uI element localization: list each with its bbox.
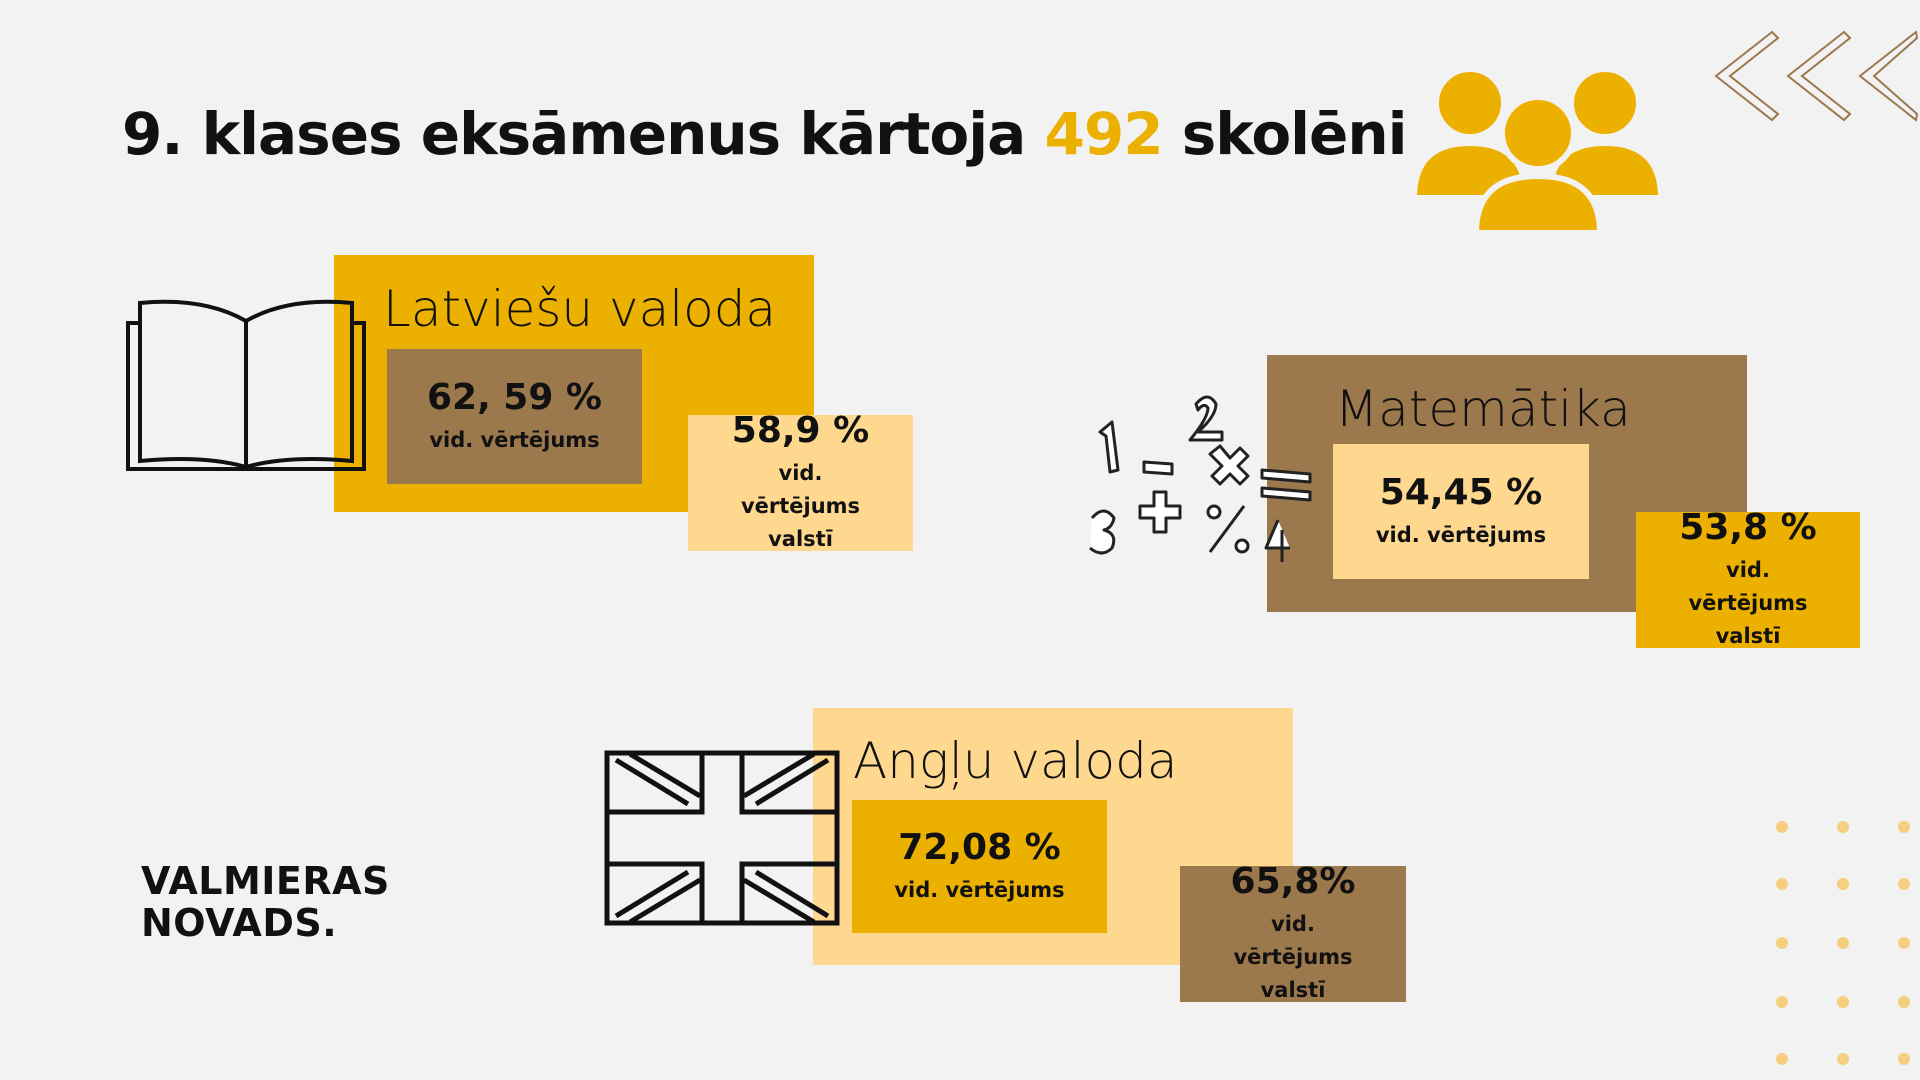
score-label: vid. vērtējums	[429, 427, 600, 452]
flag-icon	[604, 750, 840, 926]
dot	[1776, 937, 1788, 949]
book-icon	[126, 299, 366, 471]
national-score: 58,9 %	[731, 410, 870, 451]
dot	[1898, 937, 1910, 949]
dot	[1837, 878, 1849, 890]
dot	[1837, 1053, 1849, 1065]
subject-name: Matemātika	[1335, 380, 1631, 438]
national-card: 58,9 % vid. vērtējums valstī	[688, 410, 913, 551]
logo-line: VALMIERAS	[141, 859, 390, 903]
dot	[1898, 878, 1910, 890]
national-score: 53,8 %	[1679, 507, 1817, 548]
score: 54,45 %	[1379, 471, 1543, 513]
score-card: 72,08 % vid. vērtējums	[852, 800, 1107, 933]
title-text: skolēni	[1181, 100, 1408, 168]
national-label: vid. vērtējums valstī	[1688, 558, 1808, 648]
national-label: vid. vērtējums valstī	[1233, 912, 1353, 1002]
subject-name: Angļu valoda	[853, 732, 1178, 790]
dot	[1776, 1053, 1788, 1065]
dot	[1837, 821, 1849, 833]
dot	[1776, 996, 1788, 1008]
logo: VALMIERAS NOVADS.	[141, 860, 390, 944]
chevrons	[1714, 30, 1918, 122]
dot-grid	[1776, 821, 1910, 1065]
title: 9. klases eksāmenus kārtoja 492 skolēni	[122, 100, 1408, 168]
dot	[1898, 996, 1910, 1008]
dot	[1837, 996, 1849, 1008]
logo-line: NOVADS.	[141, 901, 338, 945]
national-label: vid. vērtējums valstī	[740, 461, 861, 551]
subject-name: Latviešu valoda	[383, 280, 777, 338]
score: 62, 59 %	[426, 376, 602, 418]
people-icon	[1410, 66, 1665, 236]
dot	[1898, 1053, 1910, 1065]
score-label: vid. vērtējums	[1375, 522, 1547, 547]
national-score: 65,8%	[1230, 861, 1356, 902]
dot	[1776, 878, 1788, 890]
score-label: vid. vērtējums	[894, 877, 1065, 902]
national-card: 65,8% vid. vērtējums valstī	[1180, 861, 1406, 1002]
score-card: 54,45 % vid. vērtējums	[1333, 444, 1589, 579]
title-text: 9. klases eksāmenus kārtoja	[122, 100, 1026, 168]
math-icon	[1089, 395, 1312, 562]
title-number: 492	[1044, 100, 1164, 168]
dot	[1776, 821, 1788, 833]
score-card: 62, 59 % vid. vērtējums	[387, 349, 642, 484]
national-card: 53,8 % vid. vērtējums valstī	[1636, 507, 1860, 648]
dot	[1898, 821, 1910, 833]
score: 72,08 %	[898, 826, 1061, 868]
dot	[1837, 937, 1849, 949]
